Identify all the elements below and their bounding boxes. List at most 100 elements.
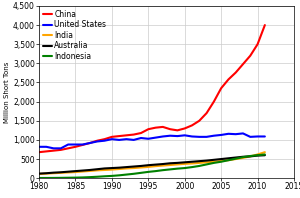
India	[117, 168, 121, 170]
Indonesia	[37, 177, 41, 179]
Y-axis label: Million Short Tons: Million Short Tons	[4, 61, 10, 123]
United States	[117, 139, 121, 141]
Legend: China, United States, India, Australia, Indonesia: China, United States, India, Australia, …	[41, 8, 108, 62]
Australia	[132, 165, 136, 168]
Australia	[205, 159, 208, 162]
China	[44, 150, 48, 153]
India	[59, 172, 63, 174]
Australia	[103, 167, 106, 170]
United States	[52, 147, 56, 149]
India	[37, 173, 41, 175]
Indonesia	[59, 177, 63, 179]
Australia	[219, 158, 223, 160]
China	[88, 142, 92, 144]
United States	[103, 140, 106, 142]
China	[103, 138, 106, 140]
United States	[88, 142, 92, 144]
India	[263, 151, 267, 153]
Line: India: India	[39, 152, 265, 174]
China	[197, 120, 201, 122]
Australia	[59, 171, 63, 173]
India	[219, 160, 223, 162]
Australia	[234, 156, 238, 159]
China	[154, 127, 158, 129]
Australia	[226, 157, 230, 159]
Indonesia	[117, 174, 121, 177]
Australia	[168, 162, 172, 165]
United States	[124, 138, 128, 140]
India	[95, 169, 99, 171]
United States	[146, 138, 150, 140]
China	[263, 24, 267, 26]
China	[248, 54, 252, 57]
United States	[219, 134, 223, 136]
Indonesia	[226, 159, 230, 161]
Indonesia	[234, 157, 238, 160]
Australia	[176, 162, 179, 164]
India	[44, 172, 48, 175]
Australia	[88, 169, 92, 171]
United States	[59, 147, 63, 149]
Indonesia	[176, 168, 179, 170]
China	[241, 63, 245, 65]
Indonesia	[154, 170, 158, 172]
United States	[154, 136, 158, 139]
Indonesia	[52, 177, 56, 179]
United States	[132, 139, 136, 141]
United States	[176, 135, 179, 137]
Indonesia	[124, 173, 128, 176]
United States	[81, 143, 85, 146]
Indonesia	[248, 155, 252, 157]
Indonesia	[168, 168, 172, 171]
Indonesia	[132, 173, 136, 175]
Australia	[190, 161, 194, 163]
Indonesia	[103, 175, 106, 177]
Indonesia	[256, 154, 260, 156]
India	[248, 155, 252, 158]
United States	[168, 134, 172, 137]
India	[205, 161, 208, 164]
Australia	[146, 164, 150, 166]
United States	[241, 132, 245, 135]
United States	[37, 146, 41, 148]
Australia	[248, 155, 252, 158]
United States	[74, 143, 77, 146]
China	[132, 133, 136, 136]
Australia	[52, 171, 56, 174]
India	[124, 167, 128, 170]
Line: United States: United States	[39, 133, 265, 148]
India	[226, 159, 230, 161]
Australia	[44, 172, 48, 174]
India	[66, 171, 70, 174]
China	[212, 100, 216, 103]
Australia	[256, 154, 260, 157]
Australia	[212, 159, 216, 161]
Indonesia	[95, 176, 99, 178]
United States	[139, 137, 143, 139]
India	[146, 166, 150, 168]
United States	[248, 136, 252, 138]
India	[103, 169, 106, 171]
Australia	[37, 172, 41, 175]
United States	[44, 146, 48, 148]
Australia	[154, 163, 158, 166]
United States	[256, 135, 260, 138]
China	[161, 126, 165, 128]
United States	[197, 136, 201, 138]
China	[190, 124, 194, 127]
China	[110, 136, 114, 138]
United States	[212, 134, 216, 137]
United States	[110, 138, 114, 140]
United States	[66, 143, 70, 146]
Australia	[95, 168, 99, 170]
Australia	[139, 165, 143, 167]
Line: Australia: Australia	[39, 155, 265, 174]
United States	[95, 140, 99, 143]
Indonesia	[88, 176, 92, 178]
India	[183, 163, 187, 165]
China	[52, 149, 56, 152]
Indonesia	[197, 165, 201, 167]
Line: China: China	[39, 25, 265, 152]
United States	[190, 135, 194, 138]
India	[139, 166, 143, 169]
